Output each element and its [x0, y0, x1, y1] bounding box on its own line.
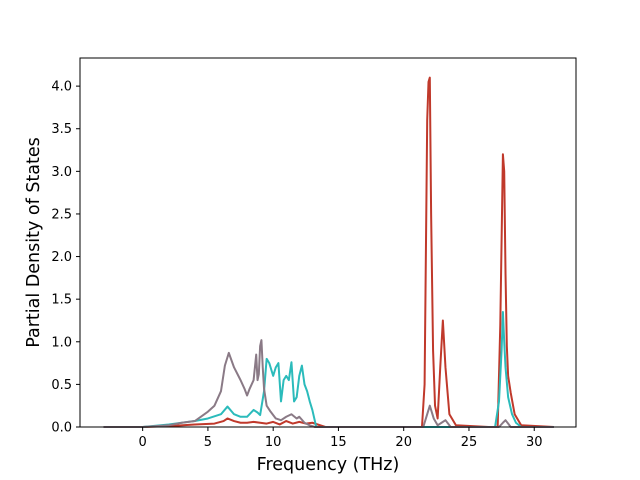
- x-axis-title: Frequency (THz): [257, 455, 400, 475]
- y-tick-label: 4.0: [51, 80, 72, 95]
- y-tick-label: 0.5: [51, 378, 72, 393]
- tick-layer: 0 5 10 15 20 25 30 0.0 0.5 1.0 1.5 2.0 2.5 3.0 3.5 4.0: [51, 80, 542, 450]
- series-line-2: [103, 310, 554, 428]
- y-tick-label: 1.5: [51, 293, 72, 308]
- plot-frame: [79, 57, 577, 428]
- series-layer: [103, 76, 554, 428]
- series-line-1: [103, 76, 554, 428]
- series-line-3: [103, 339, 554, 428]
- x-tick-label: 5: [204, 435, 212, 450]
- y-tick-label: 3.0: [51, 165, 72, 180]
- y-tick-label: 3.5: [51, 122, 72, 137]
- y-axis-title: Partial Density of States: [24, 137, 44, 348]
- plot-area: [80, 58, 576, 427]
- x-tick-label: 20: [395, 435, 412, 450]
- x-tick-label: 25: [461, 435, 478, 450]
- x-tick-label: 30: [526, 435, 543, 450]
- x-tick-label: 0: [139, 435, 147, 450]
- y-tick-label: 1.0: [51, 335, 72, 350]
- y-tick-label: 2.0: [51, 250, 72, 265]
- y-tick-label: 0.0: [51, 421, 72, 436]
- y-tick-label: 2.5: [51, 207, 72, 222]
- x-tick-label: 10: [265, 435, 282, 450]
- x-tick-label: 15: [330, 435, 347, 450]
